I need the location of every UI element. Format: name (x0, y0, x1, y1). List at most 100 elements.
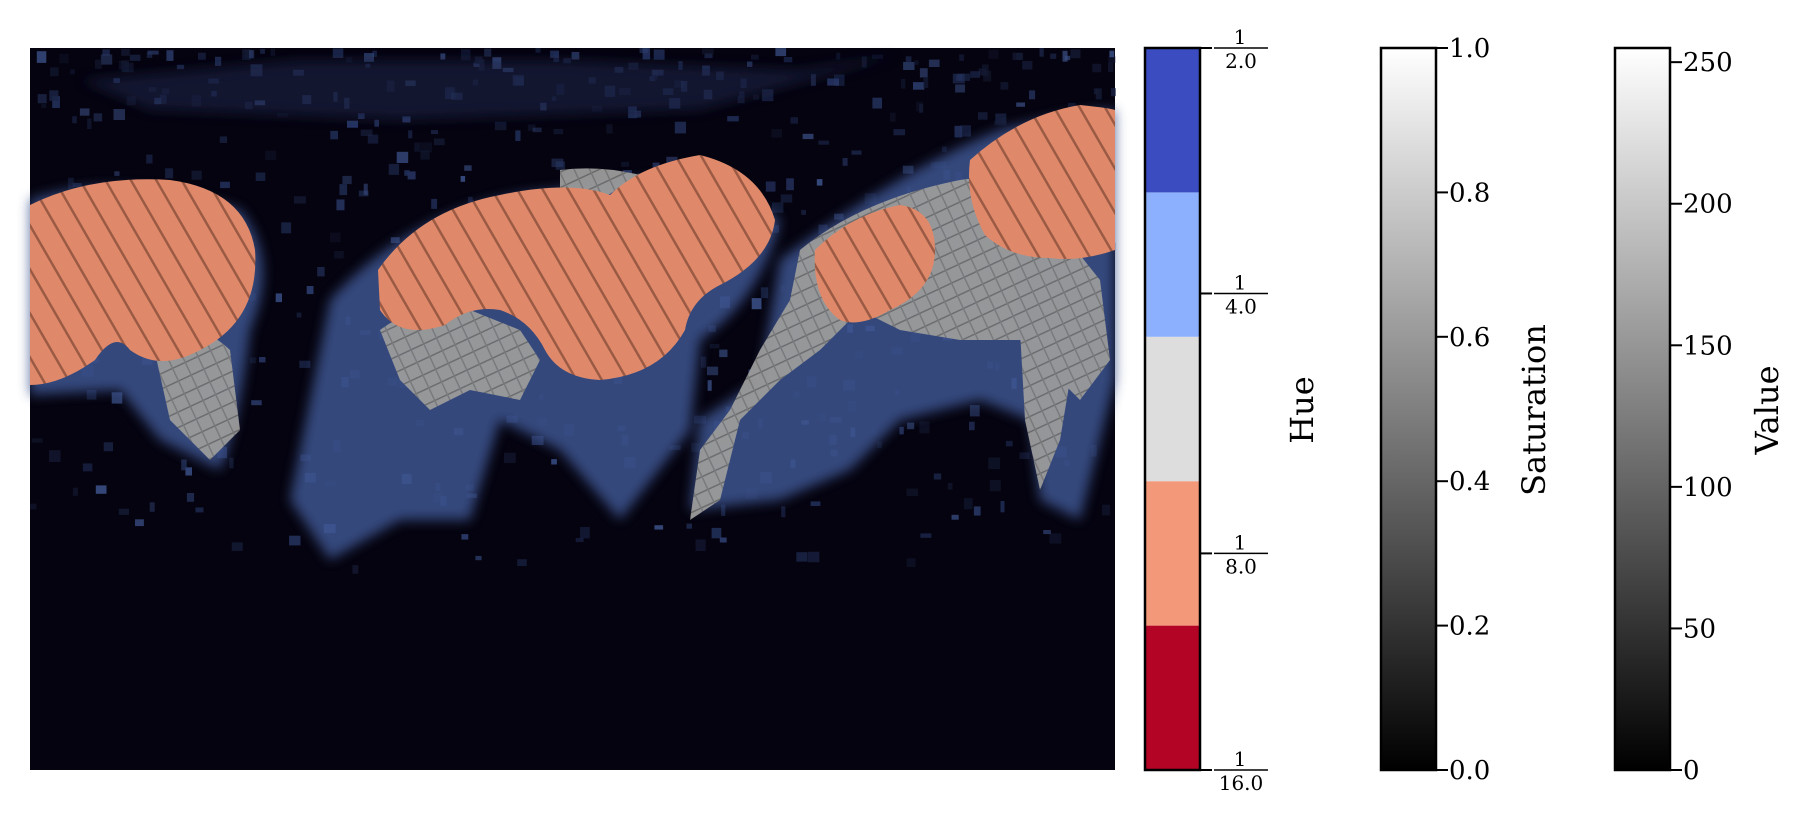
image-speckle (913, 82, 925, 90)
image-speckle (306, 286, 314, 295)
image-speckle (31, 438, 43, 443)
hue-tick-numerator: 1 (1234, 530, 1247, 554)
image-speckle (960, 125, 971, 137)
image-speckle (801, 210, 806, 215)
image-speckle (816, 179, 823, 186)
saturation-colorbar: 0.0 0.2 0.4 0.6 0.8 1.0 Saturation (1379, 34, 1553, 786)
image-speckle (367, 134, 379, 144)
image-speckle (639, 48, 648, 54)
image-speckle (872, 97, 882, 109)
image-speckle (146, 51, 153, 58)
hue-colorbar-frame (1143, 46, 1202, 772)
image-speckle (790, 117, 798, 124)
salmon-regions (30, 105, 1115, 385)
image-speckle (275, 293, 282, 303)
image-speckle (1070, 49, 1081, 59)
image-speckle (695, 539, 706, 552)
image-speckle (642, 48, 651, 60)
image-speckle (87, 118, 92, 130)
image-speckle (760, 287, 769, 299)
hue-tick: 18.0 (1200, 530, 1268, 578)
image-speckle (989, 480, 1001, 492)
image-speckle (95, 59, 102, 69)
image-speckle (52, 96, 60, 108)
image-speckle (332, 48, 344, 58)
image-speckle (783, 57, 793, 63)
value-tick-label: 200 (1683, 190, 1733, 220)
image-speckle (358, 190, 369, 197)
image-speckle (920, 533, 932, 538)
image-speckle (978, 68, 987, 76)
image-speckle (37, 94, 47, 104)
saturation-tick-label: 0.0 (1449, 756, 1490, 786)
image-speckle (531, 435, 544, 445)
image-speckle (947, 483, 953, 490)
saturation-gradient (1381, 48, 1436, 770)
image-speckle (959, 54, 965, 61)
value-tick: 100 (1670, 473, 1733, 503)
image-speckle (181, 459, 187, 471)
hsv-image-panel (30, 48, 1116, 770)
image-speckle (440, 53, 446, 60)
image-speckle (834, 213, 844, 220)
image-speckle (30, 503, 37, 510)
image-speckle (836, 52, 841, 60)
image-speckle (93, 113, 103, 122)
image-speckle (260, 48, 265, 54)
image-speckle (775, 48, 787, 57)
image-speckle (818, 140, 830, 145)
value-tick: 150 (1670, 331, 1733, 361)
image-speckle (215, 56, 222, 66)
image-speckle (553, 129, 564, 135)
image-speckle (72, 183, 82, 187)
image-speckle (1019, 452, 1030, 459)
image-speckle (851, 150, 862, 155)
image-speckle (535, 48, 541, 53)
image-speckle (842, 158, 848, 166)
image-speckle (807, 551, 820, 563)
image-speckle (433, 138, 445, 146)
hue-tick-denominator: 16.0 (1219, 771, 1264, 795)
saturation-tick-label: 0.2 (1449, 612, 1490, 642)
image-speckle (686, 523, 692, 529)
image-speckle (988, 49, 999, 59)
image-speckle (751, 298, 762, 310)
image-speckle (970, 71, 980, 78)
image-speckle (259, 357, 266, 363)
image-speckle (281, 222, 292, 234)
image-speckle (229, 457, 234, 469)
image-speckle (955, 84, 965, 93)
image-speckle (751, 54, 759, 60)
image-speckle (737, 95, 745, 104)
image-speckle (771, 129, 782, 138)
value-tick: 0 (1670, 756, 1700, 786)
image-speckle (460, 176, 466, 182)
image-speckle (810, 74, 816, 86)
image-speckle (753, 94, 760, 100)
image-speckle (719, 349, 728, 358)
image-speckle (988, 457, 1001, 470)
value-tick: 250 (1670, 48, 1733, 78)
image-speckle (551, 459, 557, 465)
image-speckle (711, 527, 722, 539)
image-speckle (995, 113, 1007, 124)
image-speckle (893, 129, 906, 136)
image-speckle (464, 165, 472, 171)
hue-segment (1145, 481, 1200, 626)
image-speckle (339, 184, 348, 196)
image-speckle (702, 48, 714, 55)
image-speckle (928, 59, 940, 67)
image-speckle (420, 150, 430, 160)
value-tick-label: 250 (1683, 48, 1733, 78)
image-speckle (532, 127, 542, 133)
image-speckle (41, 104, 46, 108)
hue-tick-numerator: 1 (1234, 25, 1247, 49)
image-speckle (289, 535, 301, 546)
image-speckle (952, 73, 965, 84)
image-speckle (899, 426, 904, 435)
image-speckle (404, 170, 410, 176)
image-speckle (919, 421, 930, 434)
image-speckle (114, 171, 120, 176)
image-speckle (515, 130, 521, 141)
saturation-axis-title: Saturation (1515, 324, 1553, 496)
